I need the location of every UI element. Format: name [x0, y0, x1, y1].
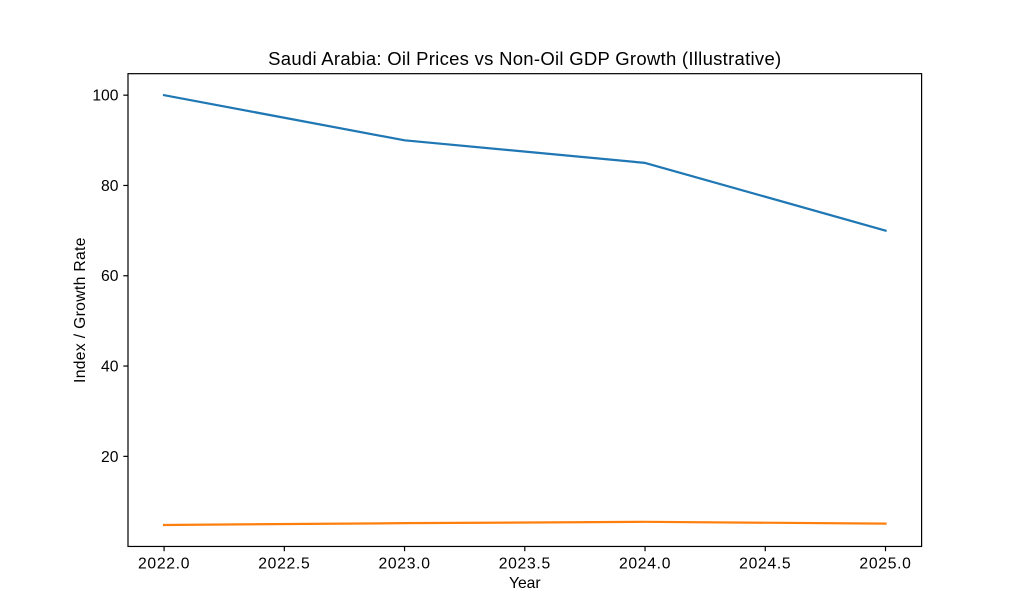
svg-text:60: 60	[101, 268, 119, 285]
svg-text:Year: Year	[509, 575, 541, 592]
svg-text:2022.5: 2022.5	[258, 556, 310, 573]
svg-text:2023.0: 2023.0	[378, 556, 430, 573]
svg-text:2024.5: 2024.5	[739, 556, 791, 573]
svg-text:80: 80	[101, 178, 119, 195]
svg-text:100: 100	[92, 88, 118, 105]
svg-text:2025.0: 2025.0	[859, 556, 911, 573]
svg-text:20: 20	[101, 449, 119, 466]
svg-text:40: 40	[101, 358, 119, 375]
svg-text:Index / Growth Rate: Index / Growth Rate	[72, 237, 89, 383]
svg-text:2022.0: 2022.0	[138, 556, 190, 573]
svg-text:Saudi Arabia: Oil Prices vs No: Saudi Arabia: Oil Prices vs Non-Oil GDP …	[268, 48, 781, 69]
svg-text:2023.5: 2023.5	[499, 556, 551, 573]
svg-text:2024.0: 2024.0	[619, 556, 671, 573]
